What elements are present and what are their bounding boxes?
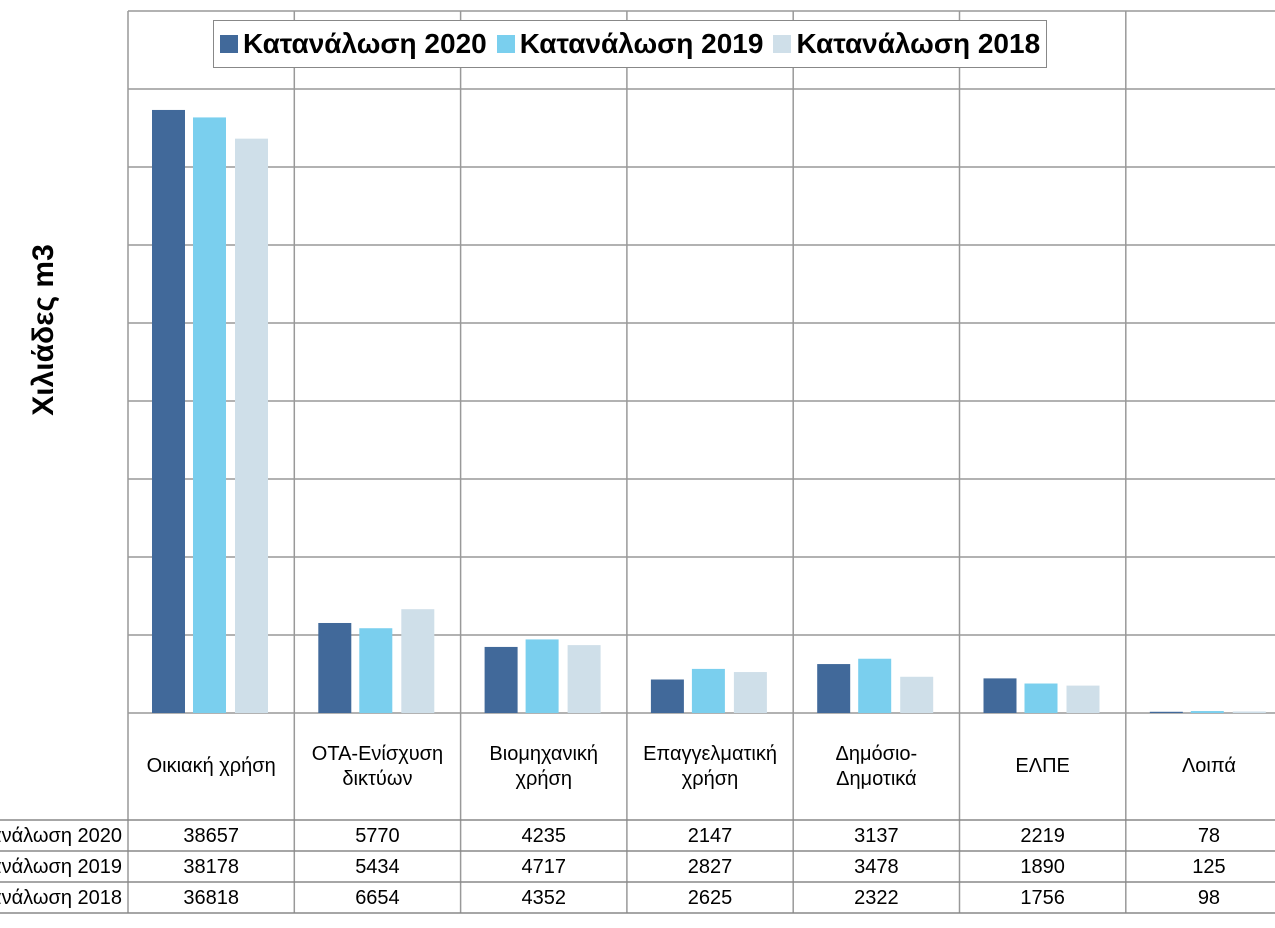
x-tick-label: Επαγγελματική χρήση [643, 742, 777, 790]
legend-key [773, 35, 792, 53]
table-cell: 2625 [688, 887, 733, 909]
bar [235, 138, 268, 713]
bar [525, 639, 559, 713]
bar [1066, 685, 1100, 713]
table-cell: 2147 [688, 825, 733, 847]
bar [983, 678, 1017, 713]
legend-item: Κατανάλωση 2020 [220, 28, 487, 60]
bar [193, 117, 226, 713]
bar [567, 645, 601, 713]
table-cell: 3137 [854, 825, 899, 847]
bar [1024, 683, 1058, 713]
table-cell: 4235 [522, 825, 567, 847]
x-tick-label: Λοιπά [1181, 755, 1236, 777]
table-cell: 98 [1198, 887, 1220, 909]
legend-key [220, 35, 238, 53]
bar [733, 672, 767, 713]
bar [484, 646, 518, 713]
x-tick-label: Βιομηχανική χρήση [489, 742, 599, 790]
table-cell: 5770 [355, 825, 400, 847]
legend: Κατανάλωση 2020 Κατανάλωση 2019 Κατανάλωση… [213, 20, 1048, 68]
table-cell: 5434 [355, 856, 400, 878]
table-cell: 2322 [854, 887, 899, 909]
table-cell: 3478 [854, 856, 899, 878]
bar [858, 658, 892, 713]
x-tick-label: ΟΤΑ-Ενίσχυση δικτύων [311, 742, 444, 790]
table-cell: 4717 [522, 856, 567, 878]
table-cell: 4352 [522, 887, 567, 909]
y-axis-label: Χιλιάδες m3 [27, 244, 60, 416]
bar [817, 664, 851, 713]
bar [401, 609, 435, 713]
bar [650, 679, 684, 713]
bar [1232, 711, 1266, 713]
legend-label: Κατανάλωση 2019 [519, 28, 764, 59]
x-tick-label: ΕΛΠΕ [1015, 755, 1070, 777]
legend-label: Κατανάλωση 2018 [796, 28, 1041, 59]
table-cell: 6654 [355, 887, 400, 909]
bar [1149, 711, 1183, 713]
table-cell: 78 [1198, 825, 1220, 847]
table-row-label: Κατανάλωση 2019 [0, 856, 122, 878]
table-cell: 125 [1192, 856, 1225, 878]
bar [152, 109, 185, 713]
table-cell: 2827 [688, 856, 733, 878]
bar [691, 668, 725, 713]
legend-label: Κατανάλωση 2020 [243, 28, 487, 59]
table-cell: 38178 [183, 856, 239, 878]
bar [900, 676, 934, 713]
table-cell: 36818 [183, 887, 239, 909]
table-row-label: Κατανάλωση 2020 [0, 825, 122, 847]
table-cell: 38657 [183, 825, 239, 847]
table-row-label: Κατανάλωση 2018 [0, 887, 122, 909]
table-cell: 1756 [1020, 887, 1065, 909]
x-tick-label: Οικιακή χρήση [146, 755, 276, 777]
x-tick-label: Δημόσιο-Δημοτικά [835, 742, 918, 790]
table-cell: 2219 [1020, 825, 1065, 847]
table-cell: 1890 [1020, 856, 1065, 878]
legend-item: Κατανάλωση 2018 [773, 28, 1040, 60]
legend-item: Κατανάλωση 2019 [496, 28, 764, 60]
bar [1190, 711, 1224, 713]
bar [318, 622, 352, 713]
bar [359, 628, 393, 713]
legend-key [496, 35, 515, 53]
